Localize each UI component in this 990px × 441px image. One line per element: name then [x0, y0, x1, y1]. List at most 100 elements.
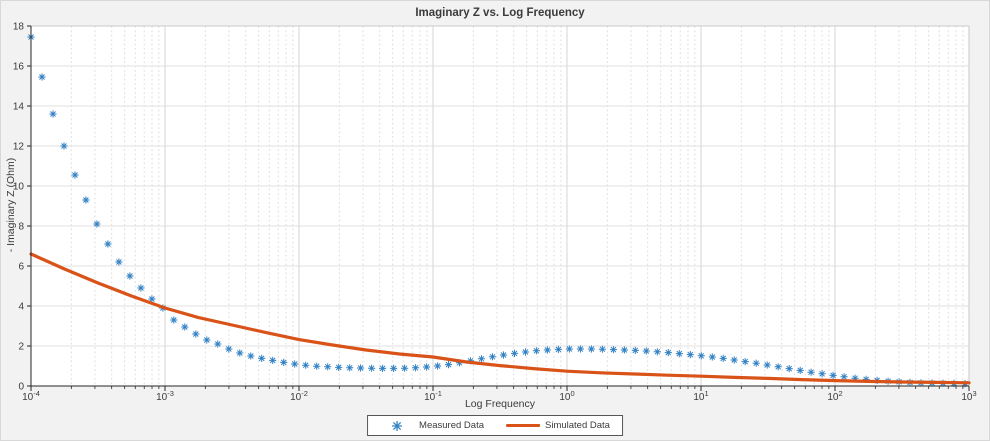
asterisk-marker: [302, 361, 310, 369]
asterisk-marker: [401, 364, 409, 372]
asterisk-marker: [532, 347, 540, 355]
y-tick-label: 4: [18, 302, 24, 313]
asterisk-marker: [829, 371, 837, 379]
plot-background: [31, 26, 969, 386]
asterisk-marker: [423, 363, 431, 371]
asterisk-marker: [664, 349, 672, 357]
asterisk-marker: [181, 323, 189, 331]
asterisk-marker: [730, 356, 738, 364]
asterisk-marker: [818, 370, 826, 378]
asterisk-marker: [774, 363, 782, 371]
asterisk-marker: [598, 345, 606, 353]
asterisk-marker: [137, 284, 145, 292]
asterisk-marker: [576, 345, 584, 353]
y-tick-label: 18: [13, 22, 25, 33]
asterisk-marker: [708, 353, 716, 361]
y-tick-label: 16: [13, 62, 25, 73]
asterisk-marker: [170, 316, 178, 324]
asterisk-marker: [466, 357, 475, 365]
asterisk-marker: [203, 336, 211, 344]
asterisk-marker: [675, 350, 683, 358]
asterisk-marker: [686, 351, 694, 359]
asterisk-marker: [269, 356, 277, 364]
y-tick-label: 6: [18, 262, 24, 273]
asterisk-marker: [642, 347, 650, 355]
asterisk-marker: [477, 355, 486, 363]
asterisk-marker: [313, 362, 321, 370]
asterisk-marker: [115, 258, 123, 266]
asterisk-marker: [697, 352, 705, 360]
asterisk-marker: [521, 348, 530, 356]
asterisk-marker: [741, 358, 749, 366]
asterisk-marker: [763, 361, 771, 369]
asterisk-marker: [412, 364, 420, 372]
simulated-line-icon: [506, 424, 540, 427]
asterisk-marker: [148, 295, 156, 303]
asterisk-marker: [631, 346, 639, 354]
y-tick-label: 2: [18, 342, 24, 353]
x-axis-label: Log Frequency: [464, 398, 536, 410]
asterisk-marker: [488, 353, 497, 361]
y-axis-label: - Imaginary Z (Ohm): [5, 157, 17, 253]
asterisk-marker: [247, 352, 255, 360]
y-tick-label: 8: [18, 222, 24, 233]
asterisk-marker: [324, 363, 332, 371]
measured-asterisk-icon: [380, 420, 414, 432]
asterisk-marker: [335, 363, 343, 371]
asterisk-marker: [38, 73, 46, 81]
asterisk-marker: [510, 349, 519, 357]
asterisk-marker: [379, 364, 387, 372]
grid-lines: [31, 25, 969, 386]
asterisk-marker: [93, 220, 101, 228]
asterisk-marker: [862, 375, 870, 383]
asterisk-marker: [192, 330, 200, 338]
asterisk-marker: [719, 354, 727, 362]
asterisk-marker: [104, 240, 112, 248]
asterisk-marker: [554, 345, 562, 353]
legend-label-simulated: Simulated Data: [545, 420, 610, 431]
asterisk-marker: [357, 364, 365, 372]
asterisk-marker: [390, 364, 398, 372]
asterisk-marker: [444, 361, 453, 369]
asterisk-marker: [796, 366, 804, 374]
asterisk-marker: [840, 373, 848, 381]
asterisk-marker: [258, 354, 266, 362]
asterisk-marker: [291, 360, 299, 368]
asterisk-marker: [785, 365, 793, 373]
asterisk-marker: [126, 272, 134, 280]
legend: Measured Data Simulated Data: [367, 415, 623, 436]
y-tick-label: 10: [13, 182, 25, 193]
legend-entry-measured: Measured Data: [380, 420, 484, 432]
asterisk-marker: [214, 340, 222, 348]
asterisk-marker: [434, 362, 442, 370]
asterisk-marker: [455, 359, 464, 367]
asterisk-marker: [346, 364, 354, 372]
asterisk-marker: [368, 364, 376, 372]
asterisk-marker: [82, 196, 90, 204]
legend-label-measured: Measured Data: [419, 420, 484, 431]
asterisk-marker: [587, 345, 595, 353]
asterisk-marker: [71, 171, 79, 179]
chart-title: Imaginary Z vs. Log Frequency: [415, 7, 585, 19]
asterisk-marker: [499, 351, 508, 359]
simulated-data-line: [29, 252, 971, 385]
asterisk-marker: [609, 346, 617, 354]
asterisk-marker: [653, 348, 661, 356]
asterisk-marker: [236, 349, 244, 357]
asterisk-marker: [543, 346, 551, 354]
y-tick-label: 0: [18, 382, 24, 393]
y-tick-label: 12: [13, 142, 25, 153]
asterisk-marker: [565, 345, 573, 353]
asterisk-marker: [49, 110, 57, 118]
asterisk-marker: [807, 368, 815, 376]
asterisk-marker: [620, 346, 628, 354]
legend-entry-simulated: Simulated Data: [506, 420, 610, 432]
asterisk-marker: [752, 359, 760, 367]
asterisk-marker: [851, 374, 859, 382]
y-tick-label: 14: [13, 102, 25, 113]
asterisk-marker: [280, 358, 288, 366]
asterisk-marker: [60, 142, 68, 150]
asterisk-marker: [225, 345, 233, 353]
